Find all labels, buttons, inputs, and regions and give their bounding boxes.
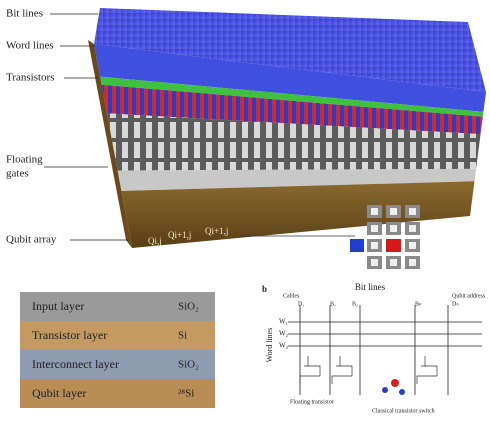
label: Floating	[6, 154, 43, 166]
device-block	[88, 8, 486, 248]
row-label: W₁	[279, 318, 288, 326]
column-label: B₁	[330, 301, 336, 307]
qubit-label: Qi,j	[148, 236, 162, 246]
floating-gate	[399, 389, 405, 395]
circuit: b Bit lines Word lines Floating transist…	[262, 282, 486, 414]
label: gates	[6, 168, 29, 180]
cell-core	[390, 208, 397, 215]
panel-letter: b	[262, 284, 267, 294]
row-label: W₃	[279, 342, 289, 350]
layer-material: SiO₂	[178, 359, 199, 371]
layer-name: Transistor layer	[32, 328, 107, 342]
layer-material: ²⁸Si	[178, 388, 194, 400]
cell-core	[390, 225, 397, 232]
label: Transistors	[6, 72, 55, 84]
cell	[386, 239, 401, 252]
cell-core	[409, 208, 416, 215]
panel-a-labels: Bit lines Word lines Transistors Floatin…	[6, 8, 57, 246]
column-label: Bₙ	[415, 301, 422, 307]
column-label: Qubit address	[452, 293, 486, 299]
layer-stack: Input layer SiO₂ Transistor layer Si Interco…	[20, 292, 215, 408]
cell-core	[409, 259, 416, 266]
column-label: Cables	[283, 293, 300, 299]
transistor	[417, 356, 437, 384]
label: Qubit array	[6, 234, 57, 246]
layer-name: Interconnect layer	[32, 357, 119, 371]
label: Bit lines	[6, 8, 43, 20]
cell-core	[371, 208, 378, 215]
column-label: B₂	[352, 301, 358, 307]
cell-core	[409, 225, 416, 232]
circuit-title: Bit lines	[355, 282, 386, 292]
cell-core	[390, 259, 397, 266]
label: Word lines	[6, 40, 54, 52]
transistor	[332, 356, 352, 384]
figure: Bit lines Word lines Transistors Floatin…	[0, 0, 490, 417]
transistor	[300, 356, 320, 384]
layer-name: Qubit layer	[32, 386, 86, 400]
column-label: D₁	[298, 301, 304, 307]
floating-gate	[391, 379, 399, 387]
row-label: W₂	[279, 330, 289, 338]
axis-label: Word lines	[265, 328, 274, 363]
layer-name: Input layer	[32, 299, 84, 313]
floating-gate	[382, 387, 388, 393]
cell-core	[371, 242, 378, 249]
column-label: Dₙ	[452, 301, 459, 307]
layer-material: Si	[178, 330, 187, 342]
qubit-label: Qi+1,j	[168, 230, 191, 240]
layer-material: SiO₂	[178, 301, 199, 313]
cell-core	[409, 242, 416, 249]
qubit-label: Qi+1,j	[205, 226, 228, 236]
annotation: Floating transistor	[290, 399, 334, 405]
cell	[350, 239, 364, 252]
cell-core	[371, 225, 378, 232]
cell-core	[371, 259, 378, 266]
annotation: Classical transistor switch	[372, 408, 435, 414]
